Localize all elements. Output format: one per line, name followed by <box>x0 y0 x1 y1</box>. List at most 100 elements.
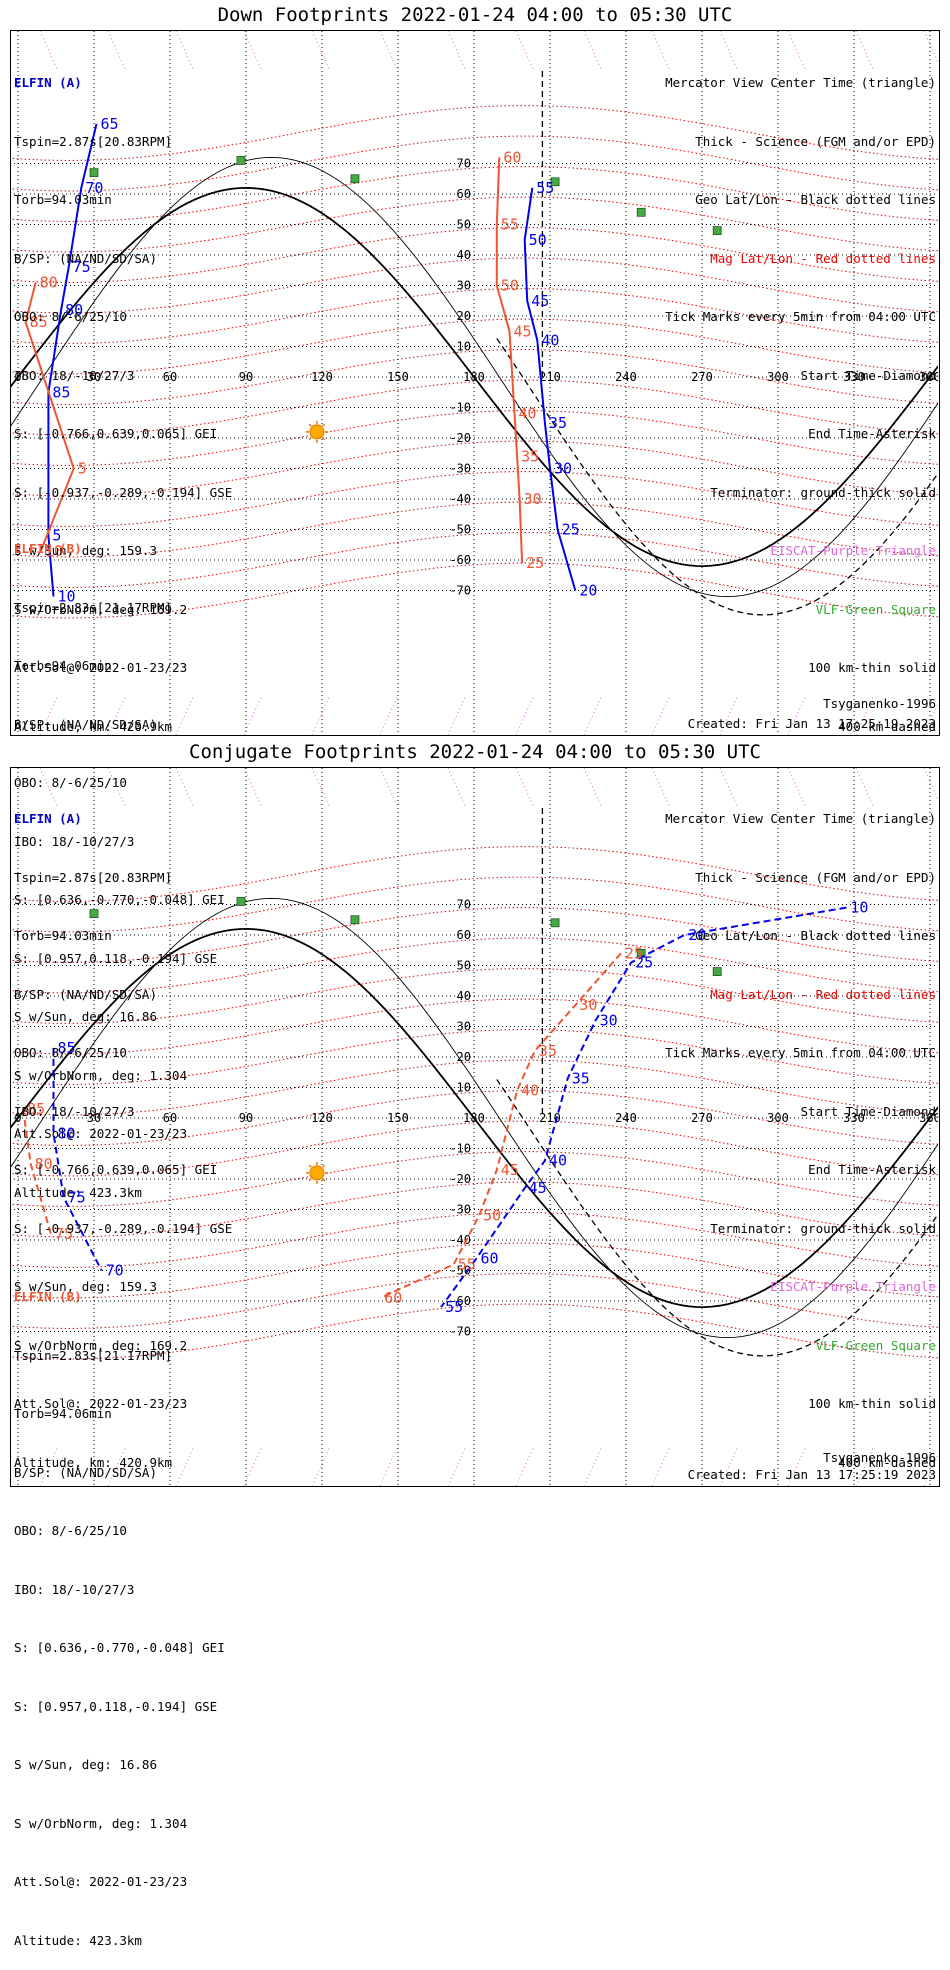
legend-line: Geo Lat/Lon - Black dotted lines <box>695 928 936 943</box>
mag-meridian <box>583 768 603 809</box>
legend-line: End Time-Asterisk <box>808 1162 936 1177</box>
vlf-station-marker <box>712 226 722 236</box>
mag-lat-line <box>10 288 938 344</box>
elfin-a-tick-label: 25 <box>635 953 653 971</box>
elfin-b-tick-label: 80 <box>35 1155 53 1173</box>
mag-meridian <box>787 694 807 735</box>
lat-tick-label: 10 <box>457 1081 471 1095</box>
elfin-a-tick-label: 40 <box>549 1152 567 1170</box>
elfin-b-line: S w/OrbNorm, deg: 1.304 <box>14 1815 188 1831</box>
elfin-a-tick-label: 35 <box>572 1069 590 1087</box>
mag-meridian <box>379 694 399 735</box>
elfin-a-line: OBO: 8/-6/25/10 <box>14 309 127 324</box>
lon-tick-label: 330 <box>843 370 865 384</box>
elfin-a-tick-label: 75 <box>68 1188 86 1206</box>
created-timestamp: Created: Fri Jan 13 17:25:19 2023 <box>687 716 936 731</box>
mag-meridian <box>447 694 467 735</box>
legend-line: Terminator: ground-thick solid <box>710 1220 936 1236</box>
elfin-a-tick-label: 30 <box>554 460 572 478</box>
mag-lat-line <box>10 196 938 253</box>
elfin-b-tick-label: 45 <box>501 1161 519 1179</box>
elfin-b-tick-label: 60 <box>503 148 521 166</box>
legend-line: 100 km-thin solid <box>808 1396 936 1411</box>
elfin-a-line: S w/Sun, deg: 159.3 <box>14 1279 157 1294</box>
vlf-station-marker <box>712 967 722 977</box>
mag-meridian <box>243 1445 263 1486</box>
elfin-b-tick-label: 25 <box>625 944 643 962</box>
elfin-b-line: S: [0.636,-0.770,-0.048] GEI <box>14 1640 225 1655</box>
elfin-a-line: IBO: 18/-10/27/3 <box>14 367 135 383</box>
elfin-a-line: OBO: 8/-6/25/10 <box>14 1045 127 1060</box>
mag-meridian <box>719 1445 739 1486</box>
mag-meridian <box>719 694 739 735</box>
lon-tick-label: 300 <box>767 1111 789 1125</box>
lon-tick-label: 330 <box>843 1111 865 1125</box>
legend-line: VLF-Green Square <box>815 1337 936 1353</box>
mag-lat-line <box>10 1272 938 1330</box>
elfin-a-line: S w/OrbNorm, deg: 169.2 <box>14 1337 188 1353</box>
elfin-a-track <box>52 1047 103 1271</box>
mag-meridian <box>515 31 535 72</box>
mag-meridian <box>175 768 195 809</box>
lat-tick-label: 30 <box>457 1020 471 1034</box>
mag-lat-line <box>10 1303 938 1360</box>
elfin-a-line: IBO: 18/-10/27/3 <box>14 1103 135 1119</box>
elfin-a-tick-label: 85 <box>52 383 70 401</box>
lat-tick-label: 20 <box>457 309 471 323</box>
mag-meridian <box>243 694 263 735</box>
vlf-station-marker <box>236 897 246 906</box>
mag-meridian <box>311 31 331 72</box>
elfin-a-tick-label: 20 <box>688 926 706 944</box>
legend-line: Mercator View Center Time (triangle) <box>665 811 936 826</box>
mag-meridian <box>515 694 535 735</box>
lat-tick-label: -60 <box>449 553 471 567</box>
vlf-station-marker <box>89 168 99 178</box>
mag-meridian <box>855 31 875 72</box>
elfin-a-title: ELFIN (A) <box>14 811 82 826</box>
elfin-a-tick-label: 75 <box>73 258 91 276</box>
mag-lat-line <box>10 1120 938 1177</box>
elfin-a-tick-label: 10 <box>850 899 868 917</box>
lat-tick-label: 50 <box>457 218 471 232</box>
legend-line: Tick Marks every 5min from 04:00 UTC <box>665 1045 936 1060</box>
elfin-b-tick-label: 40 <box>521 1082 539 1100</box>
elfin-a-tick-label: 65 <box>101 115 119 133</box>
sun-ray <box>322 1178 326 1182</box>
mag-lat-line <box>10 531 938 589</box>
terminator-line <box>10 186 938 568</box>
mag-meridian <box>311 768 331 809</box>
elfin-a-line: Att.Sol@: 2022-01-23/23 <box>14 660 188 675</box>
mag-lat-line <box>10 1151 938 1207</box>
mag-meridian <box>855 768 875 809</box>
lat-tick-label: 60 <box>457 928 471 942</box>
lat-tick-label: -10 <box>449 1142 471 1156</box>
legend-line: Terminator: ground-thick solid <box>710 484 936 500</box>
elfin-a-line: B/SP: (NA/ND/SD/SA) <box>14 986 157 1002</box>
mag-meridian <box>787 31 807 72</box>
elfin-a-line: Altitude, km: 420.9km <box>14 718 173 734</box>
lon-tick-label: 240 <box>615 370 637 384</box>
elfin-b-tick-label: 25 <box>526 554 544 572</box>
elfin-b-tick-label: 50 <box>501 277 519 295</box>
elfin-a-tick-label: 55 <box>536 179 554 197</box>
elfin-a-tick-label: 80 <box>57 1124 75 1142</box>
legend-line: EISCAT-Purple Triangle <box>770 543 936 558</box>
vlf-station-marker <box>350 174 360 184</box>
elfin-a-tick-label: 70 <box>85 179 103 197</box>
legend-line: 400 km-dashed <box>838 718 936 734</box>
mag-meridian <box>311 694 331 735</box>
legend-line: 400 km-dashed <box>838 1454 936 1470</box>
mag-lat-line <box>10 907 938 964</box>
elfin-a-tick-label: 35 <box>549 414 567 432</box>
mag-lat-line <box>10 379 938 436</box>
legend-line: End Time-Asterisk <box>808 426 936 441</box>
sun-ray <box>322 423 326 427</box>
mag-lat-line <box>10 135 938 192</box>
elfin-a-line: S: [-0.766,0.639,0.065] GEI <box>14 1162 218 1177</box>
mag-lat-line <box>10 410 938 466</box>
elfin-b-line: Att.Sol@: 2022-01-23/23 <box>14 1874 188 1889</box>
mag-lat-line <box>10 876 938 933</box>
elfin-b-line: B/SP: (NA/ND/SD/SA) <box>14 1464 157 1480</box>
lon-tick-label: 300 <box>767 370 789 384</box>
mag-meridian <box>107 768 127 809</box>
